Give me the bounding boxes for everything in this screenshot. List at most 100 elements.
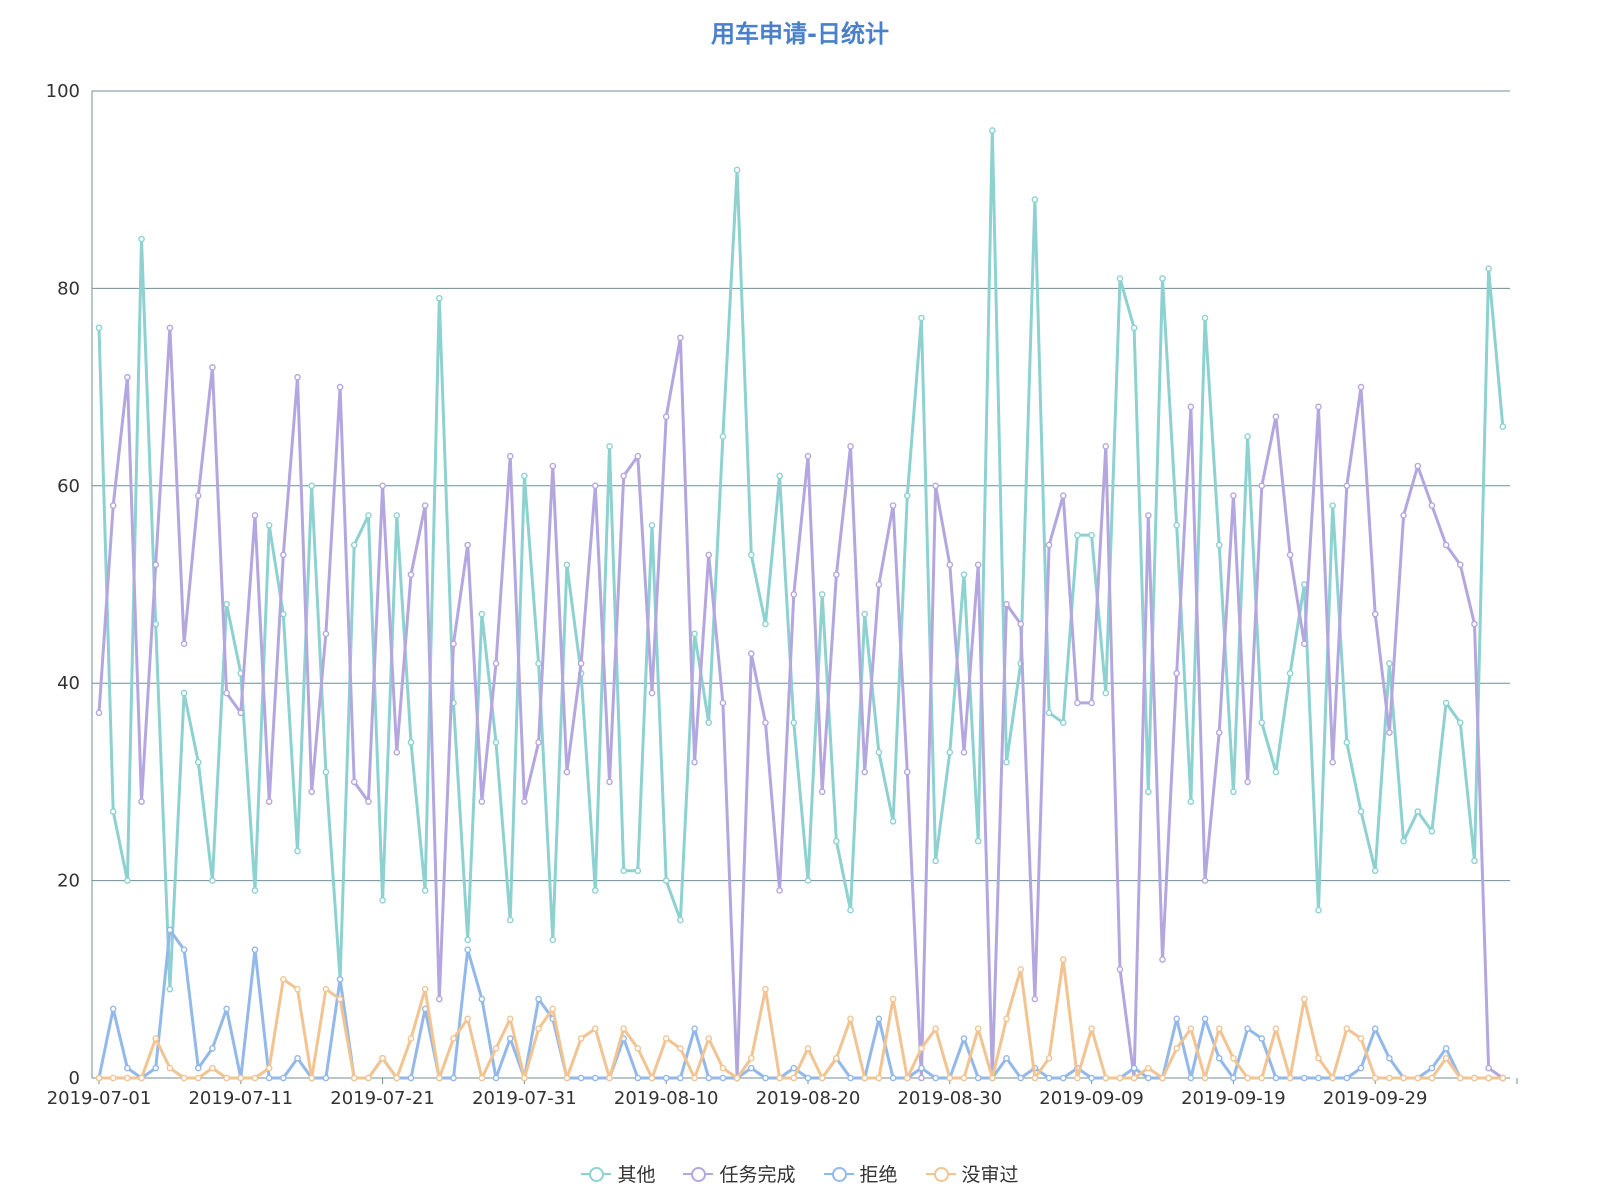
data-point bbox=[1145, 1064, 1152, 1072]
data-point bbox=[634, 867, 642, 875]
data-point bbox=[350, 778, 358, 786]
data-point bbox=[95, 709, 103, 717]
data-point bbox=[1116, 1074, 1124, 1082]
x-tick-label: 2019-07-11 bbox=[188, 1088, 293, 1109]
data-point bbox=[1442, 1045, 1450, 1052]
data-point bbox=[478, 995, 486, 1003]
data-point bbox=[124, 877, 131, 884]
data-point bbox=[1371, 1025, 1379, 1032]
data-point bbox=[209, 364, 216, 371]
data-point bbox=[677, 916, 684, 924]
data-point bbox=[1017, 620, 1025, 628]
data-point bbox=[1272, 1074, 1280, 1082]
data-point bbox=[1173, 521, 1180, 529]
data-point bbox=[421, 887, 429, 894]
data-point bbox=[1471, 857, 1478, 865]
data-point bbox=[152, 561, 160, 569]
data-point bbox=[691, 1074, 698, 1082]
data-point bbox=[1400, 837, 1407, 845]
data-point bbox=[109, 1005, 117, 1013]
data-point bbox=[350, 541, 358, 549]
data-point bbox=[733, 1074, 741, 1082]
data-point bbox=[946, 1074, 954, 1082]
data-point bbox=[1145, 788, 1152, 796]
data-point bbox=[776, 472, 783, 480]
data-point bbox=[634, 452, 642, 460]
data-point bbox=[1329, 1074, 1336, 1082]
data-point bbox=[1499, 423, 1507, 430]
data-point bbox=[932, 482, 939, 490]
data-point bbox=[606, 443, 613, 450]
data-point bbox=[1485, 265, 1492, 272]
data-point bbox=[592, 1025, 599, 1032]
data-point bbox=[1230, 1074, 1237, 1082]
data-point bbox=[450, 1074, 457, 1082]
data-point bbox=[436, 995, 443, 1003]
data-point bbox=[1102, 1074, 1110, 1082]
data-point bbox=[861, 768, 869, 776]
legend-item[interactable]: 其他 bbox=[581, 1160, 655, 1187]
data-point bbox=[1074, 1074, 1081, 1082]
chart-title: 用车申请-日统计 bbox=[711, 20, 889, 48]
data-point bbox=[705, 1074, 713, 1082]
data-point bbox=[1272, 1025, 1280, 1032]
data-point bbox=[1301, 640, 1308, 648]
data-point bbox=[1102, 689, 1110, 697]
x-tick-label: 2019-08-10 bbox=[614, 1088, 719, 1109]
data-point bbox=[407, 571, 415, 578]
data-point bbox=[889, 1074, 897, 1082]
data-point bbox=[1088, 699, 1095, 707]
data-point bbox=[1017, 1074, 1025, 1082]
data-point bbox=[974, 1074, 982, 1082]
data-point bbox=[308, 788, 316, 796]
data-point bbox=[1400, 512, 1407, 519]
data-point bbox=[776, 1074, 783, 1082]
data-point bbox=[1173, 1045, 1180, 1052]
data-point bbox=[180, 689, 188, 697]
data-point bbox=[251, 887, 259, 894]
data-point bbox=[1442, 541, 1450, 549]
legend-item[interactable]: 拒绝 bbox=[823, 1160, 898, 1187]
data-point bbox=[960, 1074, 968, 1082]
x-tick-label: 2019-09-09 bbox=[1039, 1088, 1144, 1109]
data-point bbox=[1386, 660, 1393, 667]
data-point bbox=[974, 561, 982, 569]
data-point bbox=[379, 1054, 386, 1062]
data-point bbox=[762, 620, 769, 628]
data-point bbox=[1258, 1035, 1266, 1042]
data-point bbox=[1116, 275, 1124, 282]
data-point bbox=[336, 976, 344, 983]
data-point bbox=[1371, 610, 1379, 618]
data-point bbox=[691, 630, 698, 638]
data-point bbox=[1244, 433, 1251, 440]
data-point bbox=[1215, 541, 1223, 549]
data-point bbox=[747, 650, 755, 657]
legend-item[interactable]: 没审过 bbox=[925, 1160, 1019, 1187]
data-point bbox=[436, 294, 443, 302]
data-point bbox=[804, 452, 812, 460]
data-point bbox=[606, 1074, 613, 1082]
data-point bbox=[1428, 1064, 1436, 1072]
data-point bbox=[521, 472, 528, 480]
data-point bbox=[336, 383, 344, 391]
data-point bbox=[1442, 699, 1450, 707]
data-point bbox=[1301, 1074, 1308, 1082]
data-point bbox=[152, 1035, 160, 1042]
data-point bbox=[747, 1054, 755, 1062]
data-point bbox=[1329, 758, 1336, 766]
data-point bbox=[833, 1054, 840, 1062]
data-point bbox=[719, 1064, 727, 1072]
data-point bbox=[1456, 1074, 1464, 1082]
legend-item[interactable]: 任务完成 bbox=[683, 1160, 796, 1187]
x-tick-label: 2019-09-19 bbox=[1181, 1088, 1286, 1109]
data-point bbox=[1059, 719, 1067, 726]
data-point bbox=[691, 1025, 698, 1032]
data-point bbox=[407, 739, 415, 746]
data-point bbox=[818, 591, 826, 598]
data-point bbox=[960, 1035, 968, 1042]
data-point bbox=[1003, 600, 1010, 608]
data-point bbox=[265, 798, 273, 805]
data-point bbox=[506, 452, 514, 460]
data-point bbox=[294, 847, 301, 855]
